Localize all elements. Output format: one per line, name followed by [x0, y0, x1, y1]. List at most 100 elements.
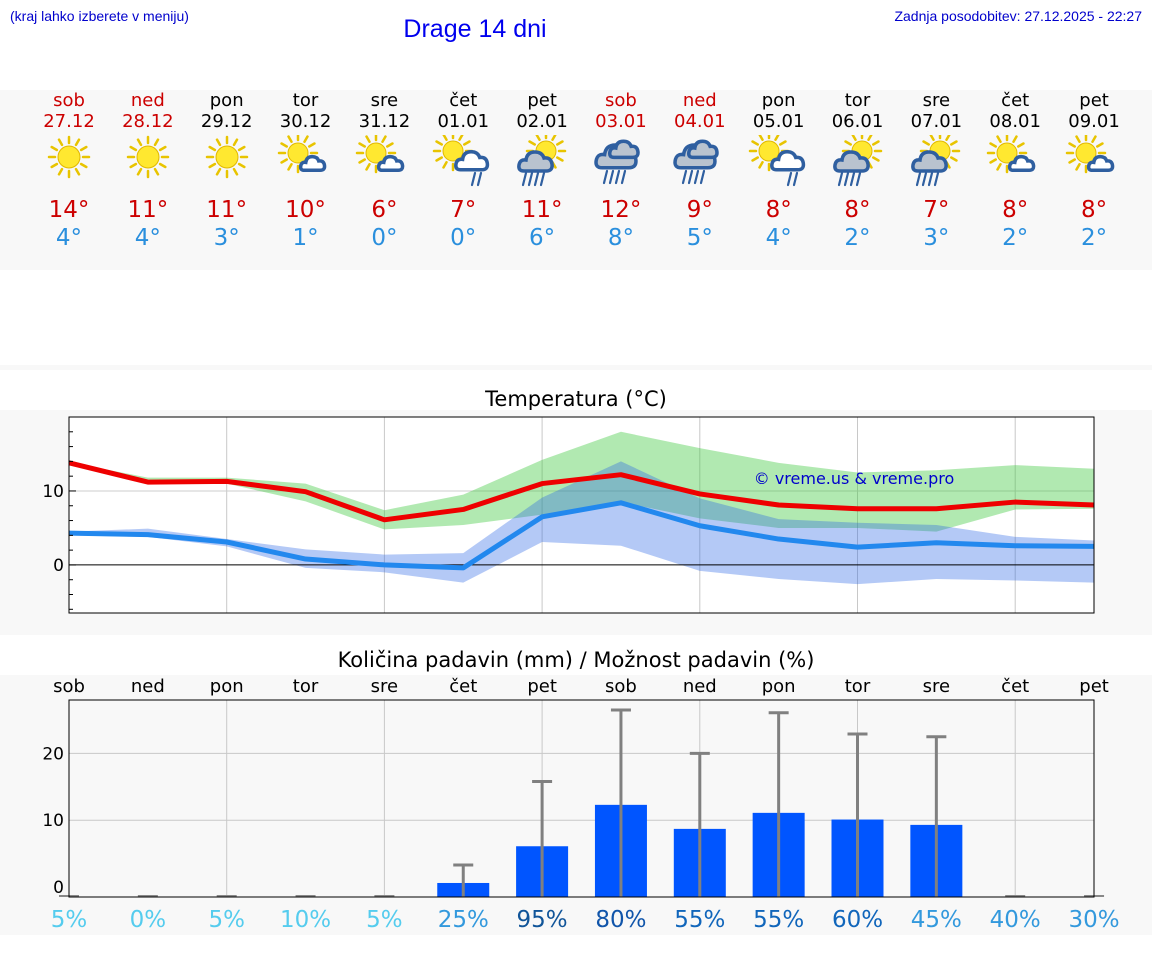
category-label: sre — [371, 676, 398, 697]
category-label: ned — [683, 676, 717, 697]
min-temp: 0° — [371, 225, 398, 251]
max-temp-line — [68, 460, 1095, 523]
day-name: pet — [527, 90, 557, 111]
day-date: 06.01 — [831, 111, 884, 132]
plot-frame — [68, 699, 1095, 898]
min-temp: 2° — [1002, 225, 1029, 251]
sun-cloud-icon — [356, 135, 405, 174]
day-name: tor — [292, 90, 319, 111]
min-temp-line — [68, 500, 1095, 571]
precip-probability: 55% — [674, 907, 725, 933]
day-date: 29.12 — [200, 111, 253, 132]
precip-probability: 5% — [51, 907, 88, 933]
day-date: 03.01 — [595, 111, 647, 132]
max-temp: 11° — [206, 197, 248, 223]
day-column: čet 08.01 — [975, 90, 1055, 193]
day-column: pet 09.01 — [1054, 90, 1134, 193]
day-column: sre 07.01 — [896, 90, 976, 193]
day-date: 27.12 — [43, 111, 95, 132]
min-temp: 2° — [844, 225, 871, 251]
day-column: pet 02.01 — [502, 90, 582, 193]
min-temp: 5° — [686, 225, 713, 251]
category-label: pon — [762, 676, 796, 697]
divider — [0, 365, 1152, 370]
day-column: pon 05.01 — [739, 90, 819, 193]
category-label: pon — [210, 676, 244, 697]
day-date: 01.01 — [437, 111, 490, 132]
precip-probability: 25% — [438, 907, 489, 933]
plot-frame — [68, 416, 1095, 614]
precip-probability: 30% — [1068, 907, 1119, 933]
max-temp: 11° — [521, 197, 563, 223]
y-tick-label: 0 — [53, 556, 64, 576]
day-date: 28.12 — [122, 111, 174, 132]
last-update: Zadnja posodobitev: 27.12.2025 - 22:27 — [894, 8, 1142, 24]
min-temp: 8° — [607, 225, 634, 251]
day-date: 30.12 — [279, 111, 332, 132]
category-label: ned — [131, 676, 165, 697]
precip-probability: 10% — [280, 907, 331, 933]
day-date: 07.01 — [910, 111, 963, 132]
precip-probability: 5% — [366, 907, 403, 933]
y-tick-label: 10 — [42, 811, 64, 831]
max-temp: 6° — [371, 197, 398, 223]
max-temp: 8° — [844, 197, 871, 223]
precipitation-chart: sob ned pon tor sre čet pet sob ned pon tor sre čet p… — [42, 676, 1119, 933]
day-column: ned 04.01 — [660, 90, 740, 193]
category-label: sob — [605, 676, 637, 697]
precip-probability: 5% — [208, 907, 245, 933]
min-temp: 2° — [1080, 225, 1108, 251]
day-column: ned 28.12 — [108, 90, 188, 193]
precip-probability: 40% — [990, 907, 1041, 933]
category-label: tor — [845, 676, 871, 697]
forecast-strip — [0, 90, 1152, 270]
precipitation-chart-title: Količina padavin (mm) / Možnost padavin … — [337, 648, 815, 672]
sun-cloud-icon — [986, 135, 1036, 174]
max-temp: 7° — [923, 197, 950, 223]
temperature-chart: 0 10 © vreme.us & vreme.pro — [42, 416, 1095, 614]
max-temp: 7° — [450, 197, 477, 223]
sun-icon — [126, 135, 170, 179]
precip-probability: 55% — [753, 907, 804, 933]
max-temp: 10° — [285, 197, 326, 223]
max-temp: 11° — [127, 197, 169, 223]
cloud-rain-icon — [673, 139, 719, 185]
precip-probability: 95% — [517, 907, 568, 933]
day-name: pon — [761, 90, 796, 111]
day-date: 04.01 — [674, 111, 726, 132]
max-temp: 8° — [1002, 197, 1029, 223]
page-title: Drage 14 dni — [403, 15, 547, 43]
min-temp: 4° — [765, 225, 792, 251]
day-name: pet — [1079, 90, 1109, 111]
day-date: 09.01 — [1068, 111, 1120, 132]
y-tick-label: 10 — [42, 482, 64, 502]
day-name: sob — [605, 90, 637, 111]
category-label: čet — [1001, 676, 1029, 697]
sun-icon — [47, 135, 91, 179]
sun-cloud-rain-icon — [748, 135, 805, 187]
day-name: čet — [1001, 90, 1030, 111]
plot-area — [69, 417, 1094, 613]
min-range-band — [69, 461, 1095, 585]
max-temp: 8° — [765, 197, 792, 223]
day-name: pon — [209, 90, 244, 111]
day-date: 02.01 — [516, 111, 568, 132]
category-label: sob — [53, 676, 85, 697]
sun-cloud-heavy-rain-icon — [832, 135, 882, 187]
sun-cloud-icon — [277, 135, 326, 174]
y-tick-label: 0 — [53, 878, 64, 898]
watermark: © vreme.us & vreme.pro — [754, 469, 955, 488]
day-column: sre 31.12 — [344, 90, 424, 193]
max-temp: 9° — [686, 197, 713, 223]
max-temp: 14° — [48, 197, 90, 223]
min-temp: 0° — [450, 225, 477, 251]
min-temp: 1° — [292, 225, 319, 251]
category-label: čet — [449, 676, 477, 697]
day-name: čet — [449, 90, 478, 111]
min-temp: 3° — [923, 225, 950, 251]
day-name: sre — [922, 90, 951, 111]
sun-cloud-icon — [1065, 135, 1115, 174]
location-menu-hint: (kraj lahko izberete v meniju) — [10, 8, 189, 24]
day-name: ned — [682, 90, 717, 111]
day-column: tor 30.12 — [266, 90, 346, 193]
